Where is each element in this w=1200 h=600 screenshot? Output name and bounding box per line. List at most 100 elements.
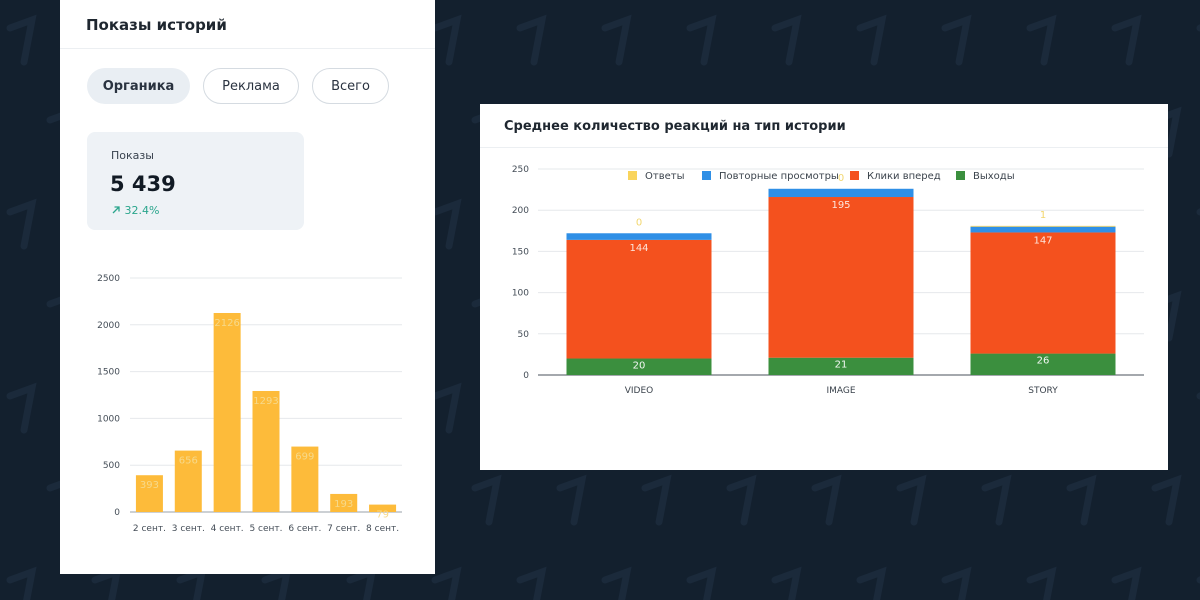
x-tick-label: 4 сент. bbox=[211, 524, 244, 534]
pattern-stroke bbox=[516, 14, 547, 66]
segment-value-label: 144 bbox=[629, 243, 648, 254]
views-bar bbox=[135, 475, 163, 512]
views-bar bbox=[174, 450, 202, 512]
y-tick-label: 0 bbox=[523, 371, 529, 381]
legend-swatch bbox=[850, 171, 859, 180]
bar-value-label: 393 bbox=[140, 480, 159, 491]
y-tick-label: 200 bbox=[512, 206, 529, 216]
legend-swatch bbox=[628, 171, 637, 180]
segment-value-label: 195 bbox=[831, 200, 850, 211]
pattern-stroke bbox=[1066, 474, 1097, 526]
story-views-title: Показы историй bbox=[86, 16, 227, 34]
legend-label: Ответы bbox=[645, 171, 684, 182]
pattern-stroke bbox=[431, 566, 462, 600]
pattern-stroke bbox=[1026, 14, 1057, 66]
views-metric-box: Показы 5 439 32.4% bbox=[87, 132, 304, 230]
bar-value-label: 193 bbox=[334, 499, 353, 510]
metric-change: 32.4% bbox=[111, 204, 159, 217]
tab-ads[interactable]: Реклама bbox=[203, 68, 299, 104]
stacked-bar-segment bbox=[970, 353, 1116, 375]
y-tick-label: 2500 bbox=[97, 274, 120, 284]
stacked-bar-segment bbox=[970, 232, 1116, 354]
pattern-stroke bbox=[941, 14, 972, 66]
pattern-stroke bbox=[346, 566, 377, 600]
card-divider bbox=[60, 48, 435, 49]
x-tick-label: 3 сент. bbox=[172, 524, 205, 534]
segment-value-label: 0 bbox=[636, 217, 642, 228]
story-views-card: Показы историй Органика Реклама Всего По… bbox=[60, 0, 435, 574]
reactions-title: Среднее количество реакций на тип истори… bbox=[504, 119, 846, 134]
bar-value-label: 656 bbox=[179, 456, 198, 467]
x-tick-label: IMAGE bbox=[826, 386, 855, 396]
stacked-bar-segment bbox=[566, 239, 712, 359]
reactions-stacked-chart: Ответы Повторные просмотры Клики вперед Вых… bbox=[512, 165, 1144, 396]
pattern-stroke bbox=[261, 566, 292, 600]
y-tick-label: 1500 bbox=[97, 368, 120, 378]
legend-label: Клики вперед bbox=[867, 171, 941, 182]
segment-value-label: 21 bbox=[835, 360, 848, 371]
pattern-stroke bbox=[1151, 474, 1182, 526]
tab-ads-label: Реклама bbox=[222, 78, 280, 94]
stacked-bar-segment bbox=[970, 226, 1116, 233]
metric-change-value: 32.4% bbox=[124, 204, 160, 217]
metric-label: Показы bbox=[111, 149, 154, 162]
pattern-stroke bbox=[811, 474, 842, 526]
pattern-stroke bbox=[601, 566, 632, 600]
legend-label: Выходы bbox=[973, 171, 1015, 182]
y-tick-label: 500 bbox=[103, 461, 120, 471]
tab-all[interactable]: Всего bbox=[312, 68, 389, 104]
pattern-stroke bbox=[91, 566, 122, 600]
stacked-bar-segment bbox=[768, 197, 914, 358]
stacked-bar-segment bbox=[768, 357, 914, 375]
segment-value-label: 147 bbox=[1033, 235, 1052, 246]
x-tick-label: 5 сент. bbox=[249, 524, 282, 534]
pattern-stroke bbox=[726, 474, 757, 526]
views-bar bbox=[330, 493, 358, 512]
pattern-stroke bbox=[1026, 566, 1057, 600]
stacked-bar-segment bbox=[566, 233, 712, 240]
y-tick-label: 1000 bbox=[97, 414, 120, 424]
pattern-stroke bbox=[6, 198, 37, 250]
tab-organic-label: Органика bbox=[102, 78, 175, 94]
y-tick-label: 50 bbox=[518, 330, 530, 340]
bar-value-label: 79 bbox=[376, 510, 389, 521]
views-bar bbox=[369, 504, 397, 512]
bar-value-label: 2126 bbox=[214, 318, 239, 329]
pattern-stroke bbox=[856, 14, 887, 66]
pattern-stroke bbox=[431, 198, 462, 250]
pattern-stroke bbox=[1111, 566, 1142, 600]
pattern-stroke bbox=[6, 14, 37, 66]
pattern-stroke bbox=[471, 474, 502, 526]
y-tick-label: 2000 bbox=[97, 321, 120, 331]
pattern-stroke bbox=[1111, 14, 1142, 66]
views-bar-chart: 0 500 1000 1500 2000 2500 393 2 сент. 656 3 сент.… bbox=[97, 274, 402, 534]
pattern-stroke bbox=[771, 566, 802, 600]
tab-organic[interactable]: Органика bbox=[87, 68, 190, 104]
y-tick-label: 150 bbox=[512, 247, 529, 257]
segment-value-label: 20 bbox=[633, 361, 646, 372]
views-bar bbox=[213, 313, 241, 512]
pattern-stroke bbox=[516, 566, 547, 600]
pattern-stroke bbox=[6, 566, 37, 600]
pattern-stroke bbox=[6, 382, 37, 434]
views-bar bbox=[252, 390, 280, 512]
x-tick-label: 2 сент. bbox=[133, 524, 166, 534]
arrow-up-right-icon bbox=[112, 206, 120, 214]
pattern-stroke bbox=[941, 566, 972, 600]
y-tick-label: 100 bbox=[512, 289, 529, 299]
pattern-stroke bbox=[686, 566, 717, 600]
pattern-stroke bbox=[641, 474, 672, 526]
stacked-bar-segment bbox=[970, 225, 1116, 227]
pattern-stroke bbox=[686, 14, 717, 66]
legend-label: Повторные просмотры bbox=[719, 171, 839, 182]
pattern-stroke bbox=[556, 474, 587, 526]
pattern-stroke bbox=[431, 14, 462, 66]
segment-value-label: 26 bbox=[1037, 356, 1050, 367]
bar-value-label: 1293 bbox=[253, 396, 278, 407]
x-tick-label: 7 сент. bbox=[327, 524, 360, 534]
pattern-stroke bbox=[856, 566, 887, 600]
reactions-card: Среднее количество реакций на тип истори… bbox=[480, 104, 1168, 470]
views-bar bbox=[291, 446, 319, 512]
y-tick-label: 250 bbox=[512, 165, 529, 175]
x-tick-label: 8 сент. bbox=[366, 524, 399, 534]
